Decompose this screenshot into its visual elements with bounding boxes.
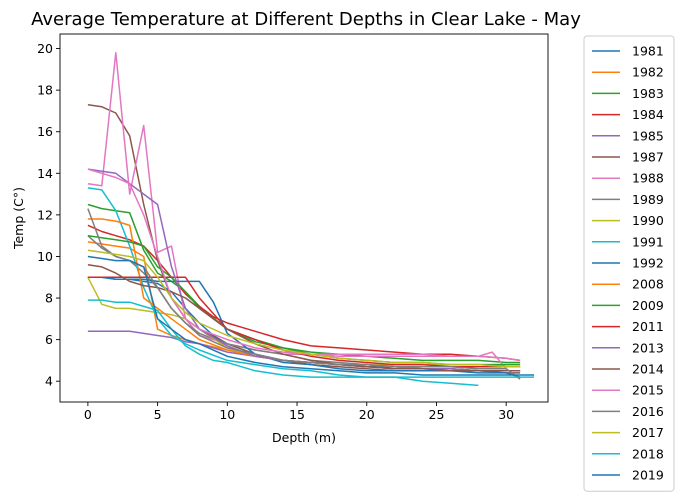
- plot-frame: [59, 33, 549, 403]
- legend: 1981 1982 1983 1984 1985 1987 1988 1989 1990 1991…: [583, 35, 675, 492]
- x-tick-label: 25: [429, 407, 445, 422]
- y-tick-label: 8: [45, 291, 53, 306]
- legend-label: 2015: [632, 383, 664, 398]
- x-tick-label: 15: [289, 407, 305, 422]
- y-axis-label: Temp (C°): [11, 187, 26, 250]
- legend-label: 1990: [632, 213, 664, 228]
- legend-label: 1984: [632, 107, 664, 122]
- y-tick-label: 20: [37, 41, 53, 56]
- x-tick-label: 10: [219, 407, 235, 422]
- legend-label: 1988: [632, 171, 664, 186]
- x-tick-label: 20: [359, 407, 375, 422]
- series-line-1984: [87, 224, 521, 362]
- legend-label: 1983: [632, 86, 664, 101]
- chart-title: Average Temperature at Different Depths …: [31, 9, 581, 30]
- legend-label: 2017: [632, 425, 664, 440]
- legend-label: 1992: [632, 256, 664, 271]
- legend-box: [583, 35, 675, 492]
- series-line-2015: [87, 168, 521, 362]
- series-lines: [87, 51, 535, 387]
- y-tick-label: 10: [37, 249, 53, 264]
- x-tick-label: 30: [498, 407, 514, 422]
- legend-label: 2009: [632, 298, 664, 313]
- legend-label: 2018: [632, 446, 664, 461]
- y-tick-label: 18: [37, 83, 53, 98]
- series-line-2017: [87, 249, 521, 368]
- legend-label: 1982: [632, 65, 664, 80]
- x-tick-label: 0: [84, 407, 92, 422]
- legend-label: 2016: [632, 404, 664, 419]
- y-tick-label: 16: [37, 124, 53, 139]
- x-axis: 0 5 10 15 20 25 30: [84, 402, 514, 422]
- series-line-2019: [87, 255, 535, 376]
- y-tick-label: 6: [45, 332, 53, 347]
- series-line-2013: [87, 168, 521, 372]
- series-line-2018: [87, 299, 535, 378]
- legend-label: 1989: [632, 192, 664, 207]
- y-tick-label: 14: [37, 166, 53, 181]
- legend-label: 1987: [632, 150, 664, 165]
- series-line-1987: [87, 103, 521, 374]
- series-line-1983: [87, 203, 521, 364]
- legend-label: 2011: [632, 319, 664, 334]
- y-axis: 4 6 8 10 12 14 16 18 20: [37, 41, 60, 389]
- legend-label: 2014: [632, 362, 664, 377]
- legend-label: 2019: [632, 468, 664, 483]
- x-tick-label: 5: [154, 407, 162, 422]
- y-tick-label: 4: [45, 374, 53, 389]
- legend-label: 2013: [632, 340, 664, 355]
- legend-label: 2008: [632, 277, 664, 292]
- y-tick-label: 12: [37, 207, 53, 222]
- x-axis-label: Depth (m): [272, 430, 336, 445]
- legend-label: 1985: [632, 128, 664, 143]
- legend-label: 1991: [632, 234, 664, 249]
- series-line-1988: [87, 51, 507, 370]
- legend-label: 1981: [632, 44, 664, 59]
